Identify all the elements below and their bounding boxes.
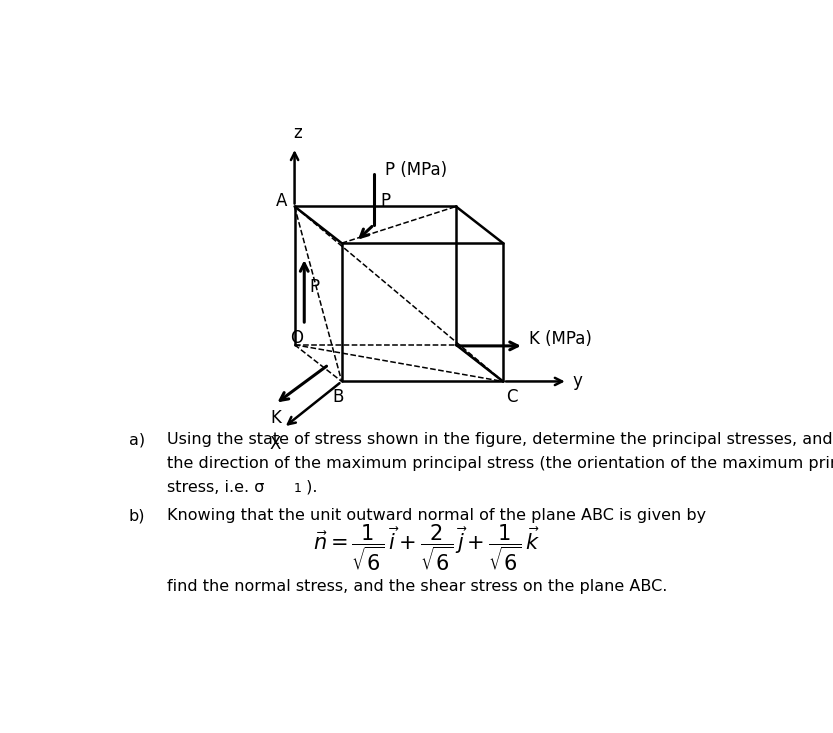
Text: the direction of the maximum principal stress (the orientation of the maximum pr: the direction of the maximum principal s… — [167, 456, 833, 471]
Text: Knowing that the unit outward normal of the plane ABC is given by: Knowing that the unit outward normal of … — [167, 509, 706, 523]
Text: X: X — [270, 435, 281, 453]
Text: K: K — [271, 408, 282, 427]
Text: Using the state of stress shown in the figure, determine the principal stresses,: Using the state of stress shown in the f… — [167, 432, 833, 447]
Text: y: y — [572, 372, 582, 391]
Text: C: C — [506, 388, 518, 406]
Text: z: z — [293, 124, 302, 141]
Text: P: P — [381, 192, 391, 210]
Text: P: P — [309, 278, 320, 295]
Text: K (MPa): K (MPa) — [529, 330, 591, 348]
Text: stress, i.e. σ: stress, i.e. σ — [167, 479, 265, 495]
Text: $\vec{n} = \dfrac{1}{\sqrt{6}}\,\vec{i} + \dfrac{2}{\sqrt{6}}\,\vec{j} + \dfrac{: $\vec{n} = \dfrac{1}{\sqrt{6}}\,\vec{i} … — [313, 523, 541, 573]
Text: 1: 1 — [294, 482, 302, 496]
Text: a): a) — [128, 432, 145, 447]
Text: ).: ). — [301, 479, 317, 495]
Text: b): b) — [128, 509, 145, 523]
Text: A: A — [276, 192, 287, 210]
Text: B: B — [332, 388, 344, 406]
Text: O: O — [290, 329, 303, 347]
Text: P (MPa): P (MPa) — [385, 161, 447, 179]
Text: find the normal stress, and the shear stress on the plane ABC.: find the normal stress, and the shear st… — [167, 579, 668, 594]
